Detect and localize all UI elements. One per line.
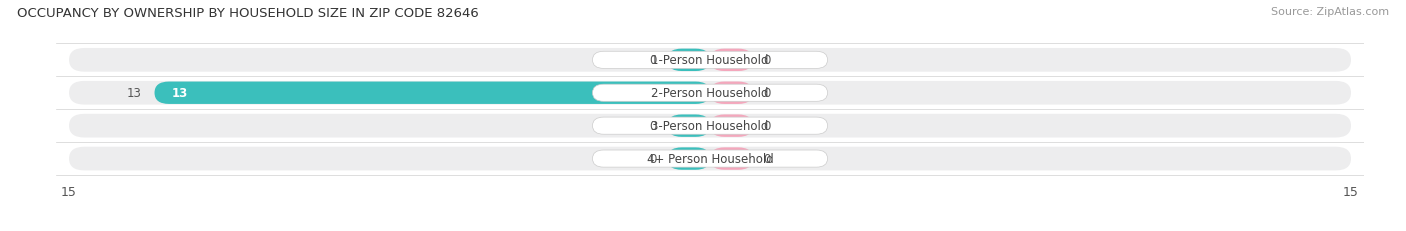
Text: 0: 0 [650,54,657,67]
FancyBboxPatch shape [69,82,1351,105]
FancyBboxPatch shape [592,150,828,167]
FancyBboxPatch shape [592,85,828,102]
Text: 0: 0 [763,87,770,100]
Text: 0: 0 [763,120,770,133]
Text: 0: 0 [763,152,770,165]
Text: 13: 13 [127,87,142,100]
FancyBboxPatch shape [69,114,1351,138]
FancyBboxPatch shape [592,52,828,69]
Text: 1-Person Household: 1-Person Household [651,54,769,67]
FancyBboxPatch shape [668,148,710,170]
FancyBboxPatch shape [69,49,1351,72]
FancyBboxPatch shape [668,115,710,137]
FancyBboxPatch shape [155,82,710,104]
Text: 0: 0 [650,120,657,133]
Text: 3-Person Household: 3-Person Household [651,120,769,133]
FancyBboxPatch shape [710,82,752,104]
FancyBboxPatch shape [710,115,752,137]
Text: 13: 13 [172,87,188,100]
Text: OCCUPANCY BY OWNERSHIP BY HOUSEHOLD SIZE IN ZIP CODE 82646: OCCUPANCY BY OWNERSHIP BY HOUSEHOLD SIZE… [17,7,478,20]
FancyBboxPatch shape [69,147,1351,171]
Text: Source: ZipAtlas.com: Source: ZipAtlas.com [1271,7,1389,17]
Text: 4+ Person Household: 4+ Person Household [647,152,773,165]
Text: 0: 0 [763,54,770,67]
Text: 2-Person Household: 2-Person Household [651,87,769,100]
FancyBboxPatch shape [710,49,752,72]
Text: 0: 0 [650,152,657,165]
FancyBboxPatch shape [710,148,752,170]
FancyBboxPatch shape [592,118,828,135]
FancyBboxPatch shape [668,49,710,72]
